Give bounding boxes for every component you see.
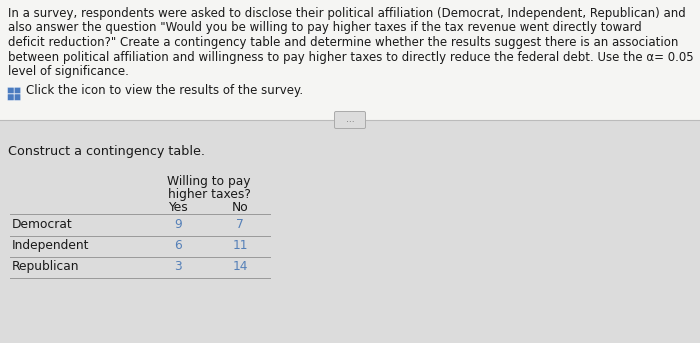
FancyBboxPatch shape [8,87,14,94]
Text: 7: 7 [236,218,244,231]
Text: 6: 6 [174,239,182,252]
Text: Construct a contingency table.: Construct a contingency table. [8,145,205,158]
Bar [0,0,700,120]
Text: Willing to pay: Willing to pay [167,175,251,188]
Text: Independent: Independent [12,239,90,252]
FancyBboxPatch shape [14,94,21,100]
Text: 11: 11 [232,239,248,252]
Text: Click the icon to view the results of the survey.: Click the icon to view the results of th… [27,84,304,97]
Text: also answer the question "Would you be willing to pay higher taxes if the tax re: also answer the question "Would you be w… [8,22,642,35]
Text: higher taxes?: higher taxes? [167,188,251,201]
Text: between political affiliation and willingness to pay higher taxes to directly re: between political affiliation and willin… [8,50,694,63]
Text: 9: 9 [174,218,182,231]
Text: ...: ... [346,116,354,125]
Text: Yes: Yes [168,201,188,214]
Text: In a survey, respondents were asked to disclose their political affiliation (Dem: In a survey, respondents were asked to d… [8,7,686,20]
Text: No: No [232,201,248,214]
FancyBboxPatch shape [335,111,365,129]
Text: 14: 14 [232,260,248,273]
Text: level of significance.: level of significance. [8,65,129,78]
Text: Republican: Republican [12,260,80,273]
Text: 3: 3 [174,260,182,273]
FancyBboxPatch shape [14,87,21,94]
Bar [0,120,700,343]
Text: Democrat: Democrat [12,218,73,231]
Text: deficit reduction?" Create a contingency table and determine whether the results: deficit reduction?" Create a contingency… [8,36,678,49]
FancyBboxPatch shape [8,94,14,100]
